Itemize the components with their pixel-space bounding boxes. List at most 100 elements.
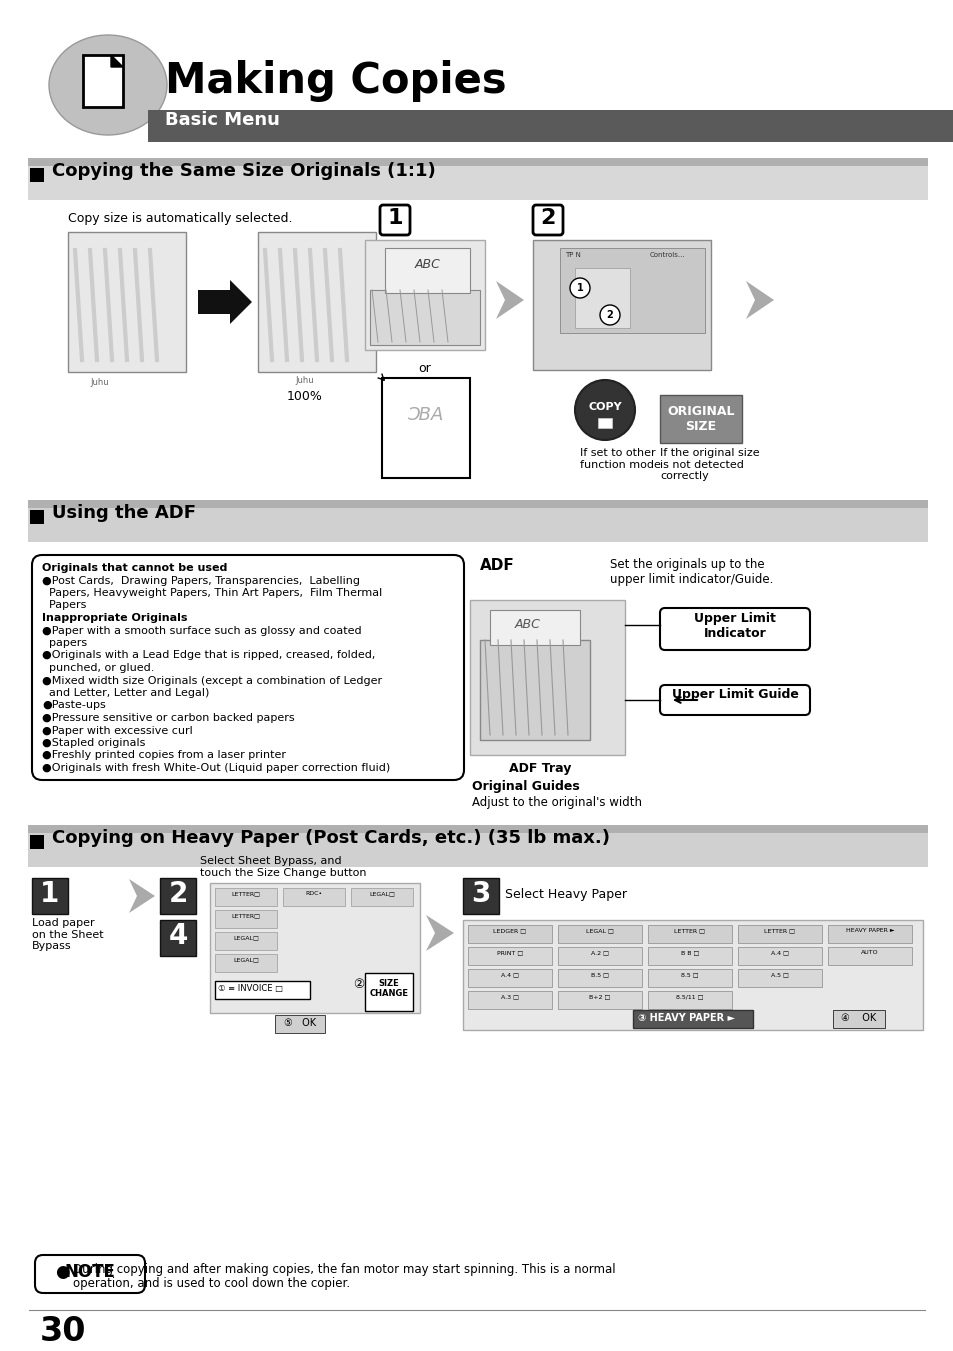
- Text: Select Sheet Bypass, and
touch the Size Change button: Select Sheet Bypass, and touch the Size …: [200, 857, 366, 878]
- Bar: [559, 249, 704, 332]
- Bar: [83, 55, 123, 107]
- Polygon shape: [745, 281, 773, 319]
- Text: Copying the Same Size Originals (1:1): Copying the Same Size Originals (1:1): [52, 162, 436, 180]
- Text: LETTER□: LETTER□: [232, 892, 260, 896]
- Bar: [68, 232, 186, 372]
- Text: ●Stapled originals: ●Stapled originals: [42, 738, 145, 748]
- Circle shape: [575, 380, 635, 440]
- Bar: [28, 500, 927, 508]
- Ellipse shape: [49, 35, 167, 135]
- Text: If the original size
is not detected
correctly: If the original size is not detected cor…: [659, 449, 759, 481]
- Text: 1: 1: [40, 880, 59, 908]
- Text: and Letter, Letter and Legal): and Letter, Letter and Legal): [42, 688, 209, 698]
- Text: ●Pressure sensitive or carbon backed papers: ●Pressure sensitive or carbon backed pap…: [42, 713, 294, 723]
- Text: SIZE
CHANGE: SIZE CHANGE: [369, 979, 408, 998]
- Text: NOTE: NOTE: [65, 1263, 115, 1281]
- Text: Load paper
on the Sheet
Bypass: Load paper on the Sheet Bypass: [32, 917, 104, 951]
- Bar: [28, 158, 927, 200]
- Text: B B □: B B □: [680, 950, 699, 955]
- Text: operation, and is used to cool down the copier.: operation, and is used to cool down the …: [73, 1277, 350, 1290]
- Text: ADF: ADF: [479, 558, 515, 573]
- Circle shape: [569, 278, 589, 299]
- Bar: [468, 992, 552, 1009]
- Text: Originals that cannot be used: Originals that cannot be used: [42, 563, 227, 573]
- Bar: [160, 920, 195, 957]
- Bar: [32, 878, 68, 915]
- Circle shape: [599, 305, 619, 326]
- Text: Upper Limit Guide: Upper Limit Guide: [671, 688, 798, 701]
- Bar: [490, 611, 579, 644]
- Bar: [160, 878, 195, 915]
- Text: PRINT □: PRINT □: [497, 950, 522, 955]
- Bar: [30, 509, 44, 524]
- Bar: [558, 925, 641, 943]
- Text: ④    OK: ④ OK: [841, 1013, 876, 1023]
- Text: Inappropriate Originals: Inappropriate Originals: [42, 613, 188, 623]
- Text: ●Originals with a Lead Edge that is ripped, creased, folded,: ●Originals with a Lead Edge that is ripp…: [42, 650, 375, 661]
- Text: ① ≡ INVOICE □: ① ≡ INVOICE □: [218, 984, 283, 993]
- Text: LEGAL□: LEGAL□: [233, 957, 258, 962]
- Text: 100%: 100%: [287, 390, 323, 403]
- Bar: [148, 109, 953, 142]
- Text: ③ HEAVY PAPER ►: ③ HEAVY PAPER ►: [638, 1013, 734, 1023]
- Bar: [28, 825, 927, 834]
- Bar: [575, 267, 629, 328]
- Text: COPY: COPY: [588, 403, 621, 412]
- Text: 4: 4: [168, 921, 188, 950]
- FancyBboxPatch shape: [379, 205, 410, 235]
- Polygon shape: [111, 55, 123, 68]
- Text: Papers: Papers: [42, 600, 87, 611]
- Bar: [533, 240, 710, 370]
- Bar: [633, 1011, 752, 1028]
- Bar: [210, 884, 419, 1013]
- Text: 1: 1: [387, 208, 402, 228]
- Bar: [381, 378, 470, 478]
- Bar: [738, 947, 821, 965]
- Text: 30: 30: [40, 1315, 87, 1348]
- Bar: [827, 925, 911, 943]
- Bar: [558, 992, 641, 1009]
- Text: LETTER □: LETTER □: [763, 928, 795, 934]
- Bar: [827, 947, 911, 965]
- Text: Copying on Heavy Paper (Post Cards, etc.) (35 lb max.): Copying on Heavy Paper (Post Cards, etc.…: [52, 830, 609, 847]
- Text: LEGAL □: LEGAL □: [585, 928, 614, 934]
- Text: ●Mixed width size Originals (except a combination of Ledger: ●Mixed width size Originals (except a co…: [42, 676, 382, 685]
- Text: A.4 □: A.4 □: [500, 971, 518, 977]
- FancyBboxPatch shape: [659, 608, 809, 650]
- Text: ●Paper with excessive curl: ●Paper with excessive curl: [42, 725, 193, 735]
- Bar: [283, 888, 345, 907]
- Text: A.2 □: A.2 □: [590, 950, 608, 955]
- Bar: [28, 500, 927, 542]
- Text: AUTO: AUTO: [861, 950, 878, 955]
- Bar: [30, 835, 44, 848]
- Text: LEGAL□: LEGAL□: [233, 935, 258, 940]
- Bar: [365, 973, 413, 1011]
- Bar: [257, 232, 375, 372]
- Text: or: or: [418, 362, 431, 376]
- Polygon shape: [129, 880, 154, 913]
- Text: 8.5/11 □: 8.5/11 □: [676, 994, 703, 998]
- Text: LETTER □: LETTER □: [674, 928, 705, 934]
- Text: A.4 □: A.4 □: [770, 950, 788, 955]
- Text: During copying and after making copies, the fan motor may start spinning. This i: During copying and after making copies, …: [73, 1263, 615, 1275]
- Text: Using the ADF: Using the ADF: [52, 504, 195, 521]
- Text: 2: 2: [606, 309, 613, 320]
- Bar: [468, 925, 552, 943]
- Text: A.5 □: A.5 □: [770, 971, 788, 977]
- Text: ●Post Cards,  Drawing Papers, Transparencies,  Labelling: ●Post Cards, Drawing Papers, Transparenc…: [42, 576, 359, 585]
- Bar: [647, 969, 731, 988]
- Text: ADF Tray: ADF Tray: [508, 762, 571, 775]
- Text: LEDGER □: LEDGER □: [493, 928, 526, 934]
- Text: 8.5 □: 8.5 □: [680, 971, 699, 977]
- Bar: [214, 932, 276, 950]
- Text: ABC: ABC: [515, 617, 540, 631]
- Polygon shape: [198, 280, 252, 324]
- Text: ORIGINAL
SIZE: ORIGINAL SIZE: [666, 405, 734, 434]
- Bar: [558, 947, 641, 965]
- Bar: [274, 1015, 325, 1034]
- FancyBboxPatch shape: [533, 205, 562, 235]
- Text: Papers, Heavyweight Papers, Thin Art Papers,  Film Thermal: Papers, Heavyweight Papers, Thin Art Pap…: [42, 588, 382, 598]
- Bar: [558, 969, 641, 988]
- Bar: [462, 920, 923, 1029]
- Text: 1: 1: [576, 282, 583, 293]
